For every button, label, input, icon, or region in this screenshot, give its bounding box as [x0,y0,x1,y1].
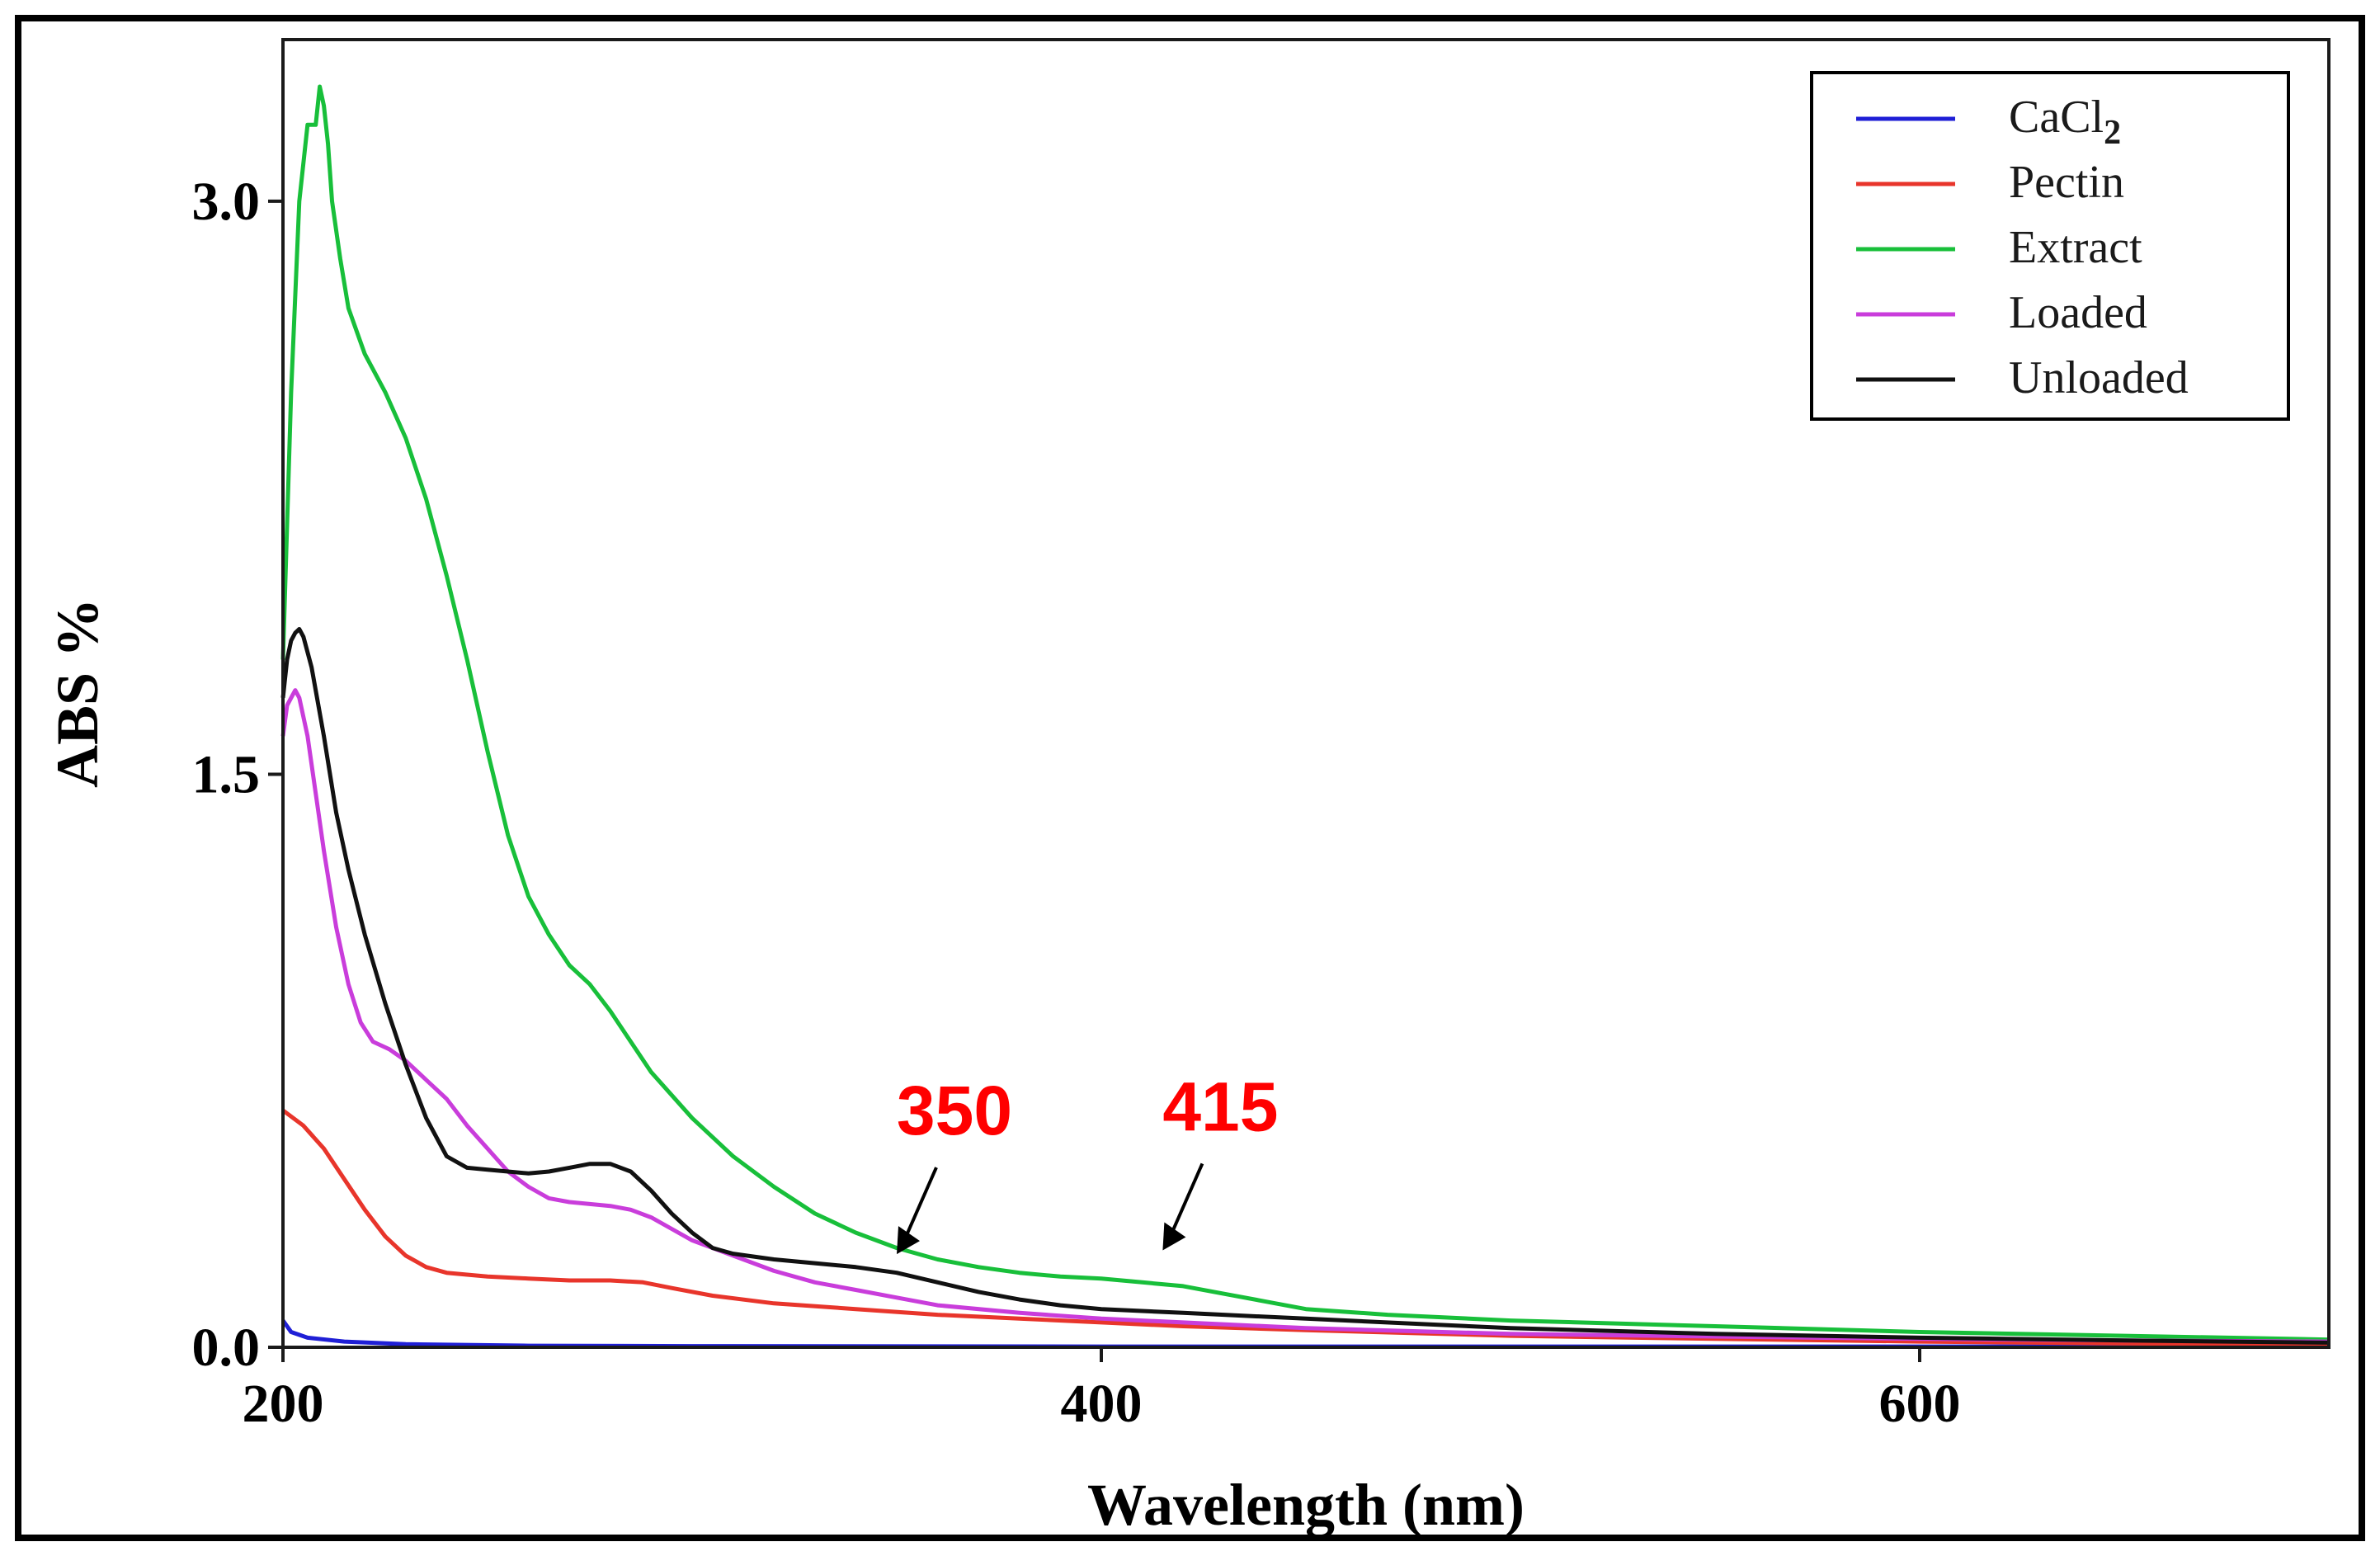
x-tick-label: 200 [243,1374,324,1434]
annotation-layer: 350 415 [897,1068,1278,1255]
series-line-loaded [280,688,2330,1344]
series-line-extract [280,84,2330,1342]
y-tick-label: 0.0 [192,1318,261,1378]
plot-area-border [281,38,2331,1349]
series-line-unloaded [280,627,2330,1345]
legend-label-extract: Extract [2009,222,2142,273]
annotation-label-415: 415 [1162,1068,1278,1145]
y-axis-title: ABS % [45,598,111,788]
legend-box [1810,71,2290,421]
legend-label-subscript: 2 [2104,114,2121,152]
y-tick-label: 3.0 [192,172,261,232]
annotation-arrowhead-350 [897,1226,920,1255]
y-tick-label: 1.5 [192,744,261,804]
legend-label-unloaded: Unloaded [2009,352,2189,403]
legend-label-cacl: CaCl2 [2009,92,2121,152]
legend-label-pectin: Pectin [2009,157,2124,208]
x-tick-label: 400 [1061,1374,1143,1434]
annotation-arrow-350 [902,1167,938,1243]
annotation-label-350: 350 [897,1072,1012,1149]
annotation-arrow-415 [1167,1162,1204,1240]
tick-layer: 200 400 600 0.0 1.5 3.0 [192,172,1961,1434]
x-axis-title: Wavelength (nm) [1087,1472,1525,1538]
annotation-arrowhead-415 [1162,1222,1186,1251]
x-tick-label: 600 [1879,1374,1961,1434]
legend-label-loaded: Loaded [2009,287,2147,338]
